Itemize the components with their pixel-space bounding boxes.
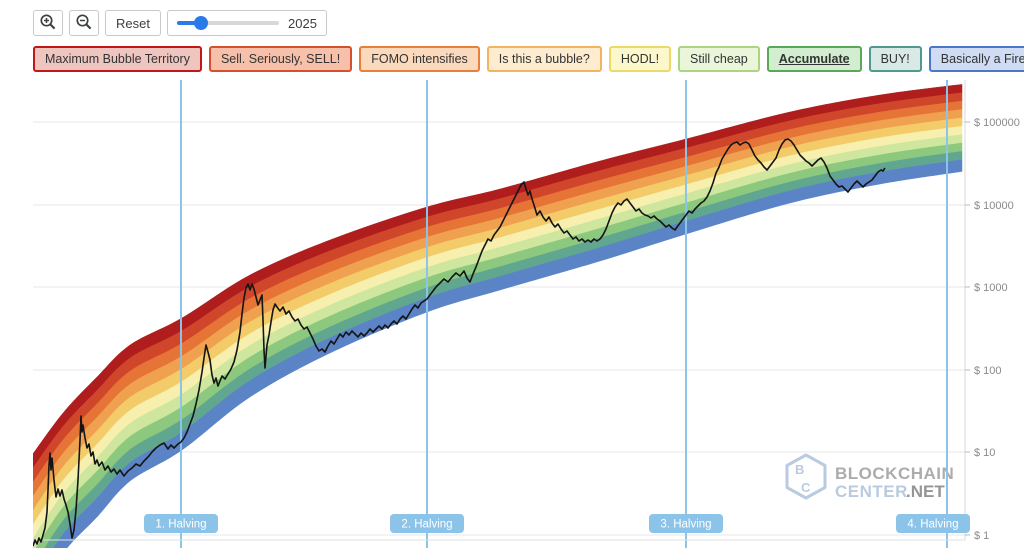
halving-label-bg	[144, 514, 218, 533]
year-slider-thumb[interactable]	[194, 16, 209, 30]
cube-logo-icon	[785, 453, 827, 500]
watermark-line2: CENTER	[835, 482, 908, 501]
year-slider-value: 2025	[288, 15, 317, 31]
rainbow-zone-legend: Maximum Bubble Territory Sell. Seriously,…	[33, 46, 1024, 72]
halving-label-3: 3. Halving	[649, 514, 723, 533]
legend-is-this-a-bubble[interactable]: Is this a bubble?	[486, 46, 602, 72]
year-slider-fill	[176, 21, 202, 25]
halving-label-bg	[896, 514, 970, 533]
reset-button[interactable]: Reset	[105, 10, 161, 36]
btc-price-line	[33, 138, 886, 547]
y-tick-label: $ 100	[974, 365, 1002, 377]
chart-toolbar: Reset 2025	[33, 10, 327, 36]
watermark-line1: BLOCKCHAIN	[835, 464, 954, 483]
y-tick-label: $ 1	[974, 530, 989, 542]
legend-still-cheap[interactable]: Still cheap	[678, 46, 760, 72]
halving-label-4: 4. Halving	[896, 514, 970, 533]
cube-letter-c: C	[801, 480, 811, 495]
watermark-net: .NET	[906, 482, 945, 501]
y-tick-label: $ 10000	[974, 200, 1014, 212]
legend-maximum-bubble-territory[interactable]: Maximum Bubble Territory	[33, 46, 202, 72]
y-tick-label: $ 1000	[974, 282, 1008, 294]
legend-accumulate[interactable]: Accumulate	[766, 46, 862, 72]
halving-label-text: 2. Halving	[401, 519, 452, 531]
year-slider[interactable]: 2025	[166, 10, 327, 36]
legend-hodl[interactable]: HODL!	[608, 46, 672, 72]
band-9	[53, 159, 963, 548]
halving-label-1: 1. Halving	[144, 514, 218, 533]
year-slider-track[interactable]	[176, 16, 280, 30]
legend-fomo-intensifies[interactable]: FOMO intensifies	[359, 46, 480, 72]
halving-label-bg	[390, 514, 464, 533]
y-tick-label: $ 100000	[974, 117, 1020, 129]
halving-label-text: 4. Halving	[907, 519, 958, 531]
zoom-out-button[interactable]	[69, 10, 99, 36]
halving-label-bg	[649, 514, 723, 533]
rainbow-band	[33, 84, 963, 548]
zoom-in-button[interactable]	[33, 10, 63, 36]
halving-label-text: 1. Halving	[155, 519, 206, 531]
legend-sell-seriously-sell[interactable]: Sell. Seriously, SELL!	[208, 46, 353, 72]
zoom-in-icon	[39, 13, 57, 34]
zoom-out-icon	[75, 13, 93, 34]
legend-buy[interactable]: BUY!	[868, 46, 922, 72]
halving-label-text: 3. Halving	[660, 519, 711, 531]
legend-basically-a-fire-sale[interactable]: Basically a Fire Sale	[928, 46, 1024, 72]
cube-letter-b: B	[795, 462, 804, 477]
halving-label-2: 2. Halving	[390, 514, 464, 533]
y-tick-label: $ 10	[974, 447, 995, 459]
